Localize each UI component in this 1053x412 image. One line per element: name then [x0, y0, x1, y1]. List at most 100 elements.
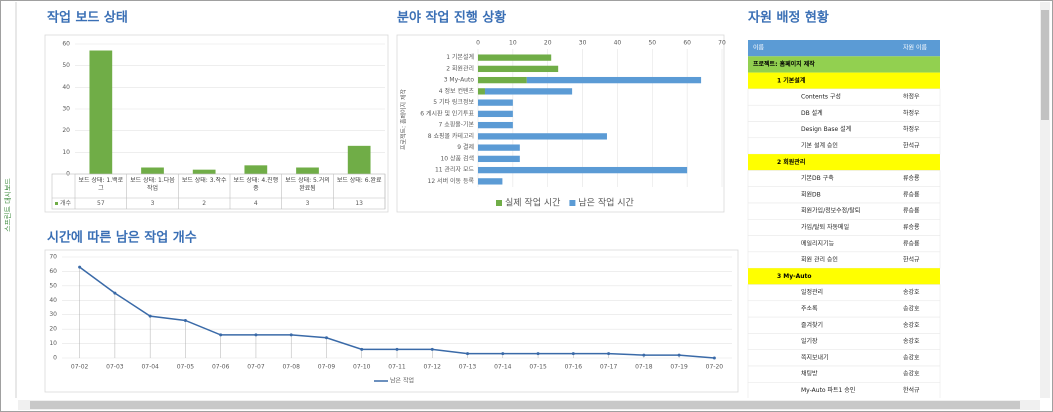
group-name: 2 회원관리: [777, 158, 805, 166]
legend-label: 실제 작업 시간: [505, 198, 560, 209]
x-tick-label: 07-19: [670, 364, 688, 371]
task-name: Contents 구성: [801, 93, 841, 101]
category-label: 보드 상태: 6.완료: [336, 177, 382, 184]
bar: [478, 54, 552, 61]
point: [360, 347, 364, 351]
task-name: DB 설계: [801, 109, 823, 117]
x-tick-label: 07-08: [282, 364, 300, 371]
bar: [478, 121, 513, 129]
category-label: 8 쇼핑몰 카테고리: [428, 132, 474, 140]
group-row: [748, 268, 940, 285]
point: [536, 352, 540, 356]
x-tick-label: 60: [683, 40, 691, 47]
task-name: 즐겨찾기: [801, 321, 823, 329]
bar: [347, 145, 371, 174]
category-label-box: 보드 상태: 3.착수: [181, 177, 227, 184]
task-name: 주소록: [801, 305, 818, 312]
x-tick-label: 07-03: [106, 364, 124, 371]
task-name: 회원가입/정보수정/탈퇴: [801, 207, 860, 215]
category-label: 2 회원관리: [446, 64, 474, 72]
task-row: [747, 251, 941, 269]
y-tick-label: 70: [49, 254, 57, 261]
bar: [244, 165, 268, 174]
point: [219, 333, 223, 337]
category-label: 보드 상태: 4.진행 중: [233, 177, 279, 192]
y-tick-label: 20: [49, 326, 57, 333]
h-scroll-thumb[interactable]: [30, 401, 1020, 409]
resource-name: 송강호: [903, 288, 920, 296]
x-tick-label: 40: [614, 40, 622, 47]
point: [148, 314, 152, 318]
resource-name: 한석규: [903, 256, 920, 264]
resource-name: 류승룡: [903, 224, 920, 231]
category-label: 보드 상태: 3.착수: [181, 177, 227, 184]
category-label-box: 보드 상태: 1.다음 작업: [130, 177, 175, 192]
category-label: 10 상품 검색: [440, 154, 474, 162]
x-tick-label: 07-20: [706, 364, 724, 371]
x-tick-label: 07-17: [600, 364, 618, 371]
category-label: 3 My-Auto: [444, 77, 475, 84]
table-title: 자원 배정 현황: [748, 10, 829, 26]
point: [466, 352, 470, 356]
resource-name: 송강호: [903, 353, 920, 361]
legend-label: 개수: [60, 199, 72, 207]
y-tick-label: 30: [49, 311, 57, 318]
resource-name: 류승룡: [903, 191, 920, 198]
category-label: 4 정보 컨텐츠: [439, 87, 475, 95]
resource-name: 송강호: [903, 370, 920, 378]
x-tick-label: 07-18: [635, 364, 653, 371]
point: [430, 347, 434, 351]
legend-label: 남은 작업: [390, 377, 414, 385]
resource-name: 하정우: [903, 109, 920, 117]
data-label: 3: [306, 200, 310, 207]
point: [395, 347, 399, 351]
group-row: [748, 72, 940, 89]
task-name: 채팅방: [801, 370, 818, 378]
bar: [141, 167, 164, 174]
data-label: 13: [355, 200, 363, 207]
bar: [478, 65, 559, 73]
x-tick-label: 07-12: [424, 364, 442, 371]
group-name: 3 My-Auto: [777, 273, 812, 280]
y-tick-label: 40: [49, 297, 57, 304]
task-row: [747, 382, 941, 398]
task-name: 기본DB 구축: [801, 174, 834, 182]
category-label: 7 쇼핑몰-기본: [439, 121, 475, 129]
resource-name: 하정우: [903, 125, 920, 133]
category-label: 9 결제: [457, 143, 474, 151]
x-tick-label: 07-05: [177, 364, 195, 371]
resource-name: 류승룡: [903, 175, 920, 182]
x-tick-label: 30: [579, 40, 587, 47]
v-scrollbar[interactable]: [1040, 2, 1050, 398]
x-tick-label: 07-15: [529, 364, 547, 371]
point: [712, 356, 716, 360]
header-cell: 자원 이름: [903, 44, 927, 52]
bar: [484, 88, 573, 95]
x-tick-label: 10: [509, 40, 517, 47]
resource-name: 하정우: [903, 93, 920, 101]
bar: [478, 110, 513, 118]
data-label: 3: [151, 200, 155, 207]
category-label-box: 보드 상태: 5.거의 완료됨: [285, 177, 330, 192]
y-tick-label: 0: [53, 355, 57, 362]
y-tick-label: 10: [49, 340, 57, 347]
category-label: 보드 상태: 1.다음 작업: [130, 177, 175, 192]
x-tick-label: 07-06: [212, 364, 230, 371]
y-tick-label: 40: [62, 84, 70, 91]
task-name: 기본 설계 승인: [801, 141, 838, 149]
v-scroll-thumb[interactable]: [1041, 10, 1049, 120]
x-tick-label: 07-09: [318, 364, 336, 371]
y-tick-label: 10: [62, 149, 70, 156]
x-tick-label: 07-16: [565, 364, 583, 371]
x-tick-label: 07-14: [494, 364, 512, 371]
point: [677, 353, 681, 357]
category-label: 5 기타 링크정보: [433, 98, 474, 106]
resource-name: 류승룡: [903, 240, 920, 247]
bar: [478, 133, 607, 140]
bar: [478, 99, 513, 106]
point: [324, 336, 328, 340]
bar: [478, 178, 503, 185]
category-label: 1 기본설계: [446, 53, 474, 61]
